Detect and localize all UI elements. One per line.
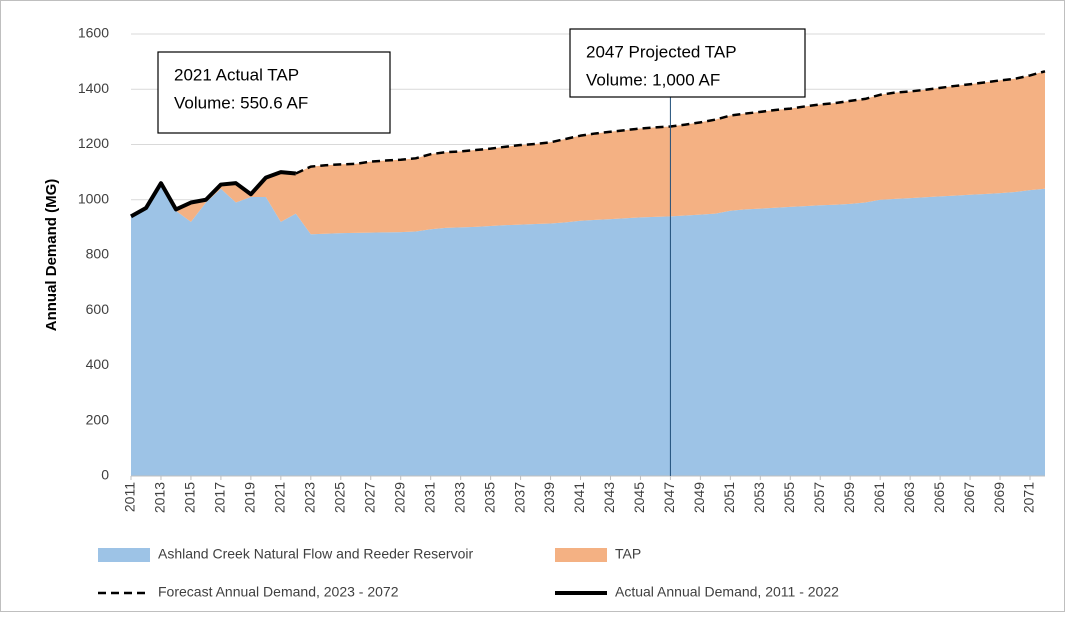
line xyxy=(130,170,297,219)
x-tick-label: 2035 xyxy=(481,482,497,513)
y-tick-label: 1000 xyxy=(78,190,109,206)
x-tick-label: 2065 xyxy=(931,482,947,513)
y-tick-label: 1600 xyxy=(78,25,109,41)
x-tick-label: 2071 xyxy=(1021,482,1037,513)
x-tick-label: 2017 xyxy=(212,482,228,513)
x-tick-label: 2021 xyxy=(272,482,288,513)
legend-label: Ashland Creek Natural Flow and Reeder Re… xyxy=(158,546,473,562)
x-tick-label: 2041 xyxy=(571,482,587,513)
legend-label: TAP xyxy=(615,546,641,562)
annotation-text: 2047 Projected TAP xyxy=(586,42,737,61)
x-tick-label: 2045 xyxy=(631,482,647,513)
annotation-text: 2021 Actual TAP xyxy=(174,65,299,84)
x-tick-label: 2049 xyxy=(691,482,707,513)
x-tick-label: 2053 xyxy=(751,482,767,513)
x-tick-label: 2029 xyxy=(391,482,407,513)
x-tick-label: 2055 xyxy=(781,482,797,513)
y-tick-label: 200 xyxy=(86,411,110,427)
x-tick-label: 2027 xyxy=(361,482,377,513)
x-tick-label: 2013 xyxy=(152,482,168,513)
y-tick-label: 400 xyxy=(86,356,110,372)
x-tick-label: 2037 xyxy=(511,482,527,513)
x-tick-label: 2039 xyxy=(541,482,557,513)
annotation-box xyxy=(157,51,391,134)
x-tick-label: 2019 xyxy=(242,482,258,513)
x-tick-label: 2061 xyxy=(871,482,887,513)
area xyxy=(131,185,1045,476)
y-tick-label: 600 xyxy=(86,301,110,317)
annotation: 2047 Projected TAP Volume: 1,000 AF xyxy=(569,28,806,98)
x-tick-label: 2033 xyxy=(451,482,467,513)
y-axis-label: Annual Demand (MG) xyxy=(43,179,60,332)
x-tick-label: 2023 xyxy=(302,482,318,513)
y-tick-label: 0 xyxy=(101,467,109,483)
y-tick-label: 800 xyxy=(86,246,110,262)
legend-label: Actual Annual Demand, 2011 - 2022 xyxy=(615,584,839,600)
y-tick-label: 1400 xyxy=(78,80,109,96)
x-tick-label: 2069 xyxy=(991,482,1007,513)
x-tick-label: 2011 xyxy=(122,482,138,512)
x-tick-label: 2015 xyxy=(182,482,198,513)
annotation-box xyxy=(569,28,806,98)
x-tick-label: 2031 xyxy=(421,482,437,513)
annotation: 2021 Actual TAP Volume: 550.6 AF xyxy=(157,51,391,134)
x-tick-label: 2063 xyxy=(901,482,917,513)
legend-label: Forecast Annual Demand, 2023 - 2072 xyxy=(158,584,399,600)
x-tick-label: 2025 xyxy=(331,482,347,513)
legend-swatch xyxy=(555,548,607,562)
x-tick-label: 2067 xyxy=(961,482,977,513)
legend-swatch xyxy=(98,548,150,562)
x-tick-label: 2059 xyxy=(841,482,857,513)
x-tick-label: 2043 xyxy=(601,482,617,513)
x-tick-label: 2057 xyxy=(811,482,827,513)
annotation-text: Volume: 1,000 AF xyxy=(586,70,720,89)
area xyxy=(131,71,1045,235)
annotation-text: Volume: 550.6 AF xyxy=(174,93,308,112)
x-tick-label: 2047 xyxy=(661,482,677,513)
x-tick-label: 2051 xyxy=(721,482,737,513)
y-tick-label: 1200 xyxy=(78,135,109,151)
